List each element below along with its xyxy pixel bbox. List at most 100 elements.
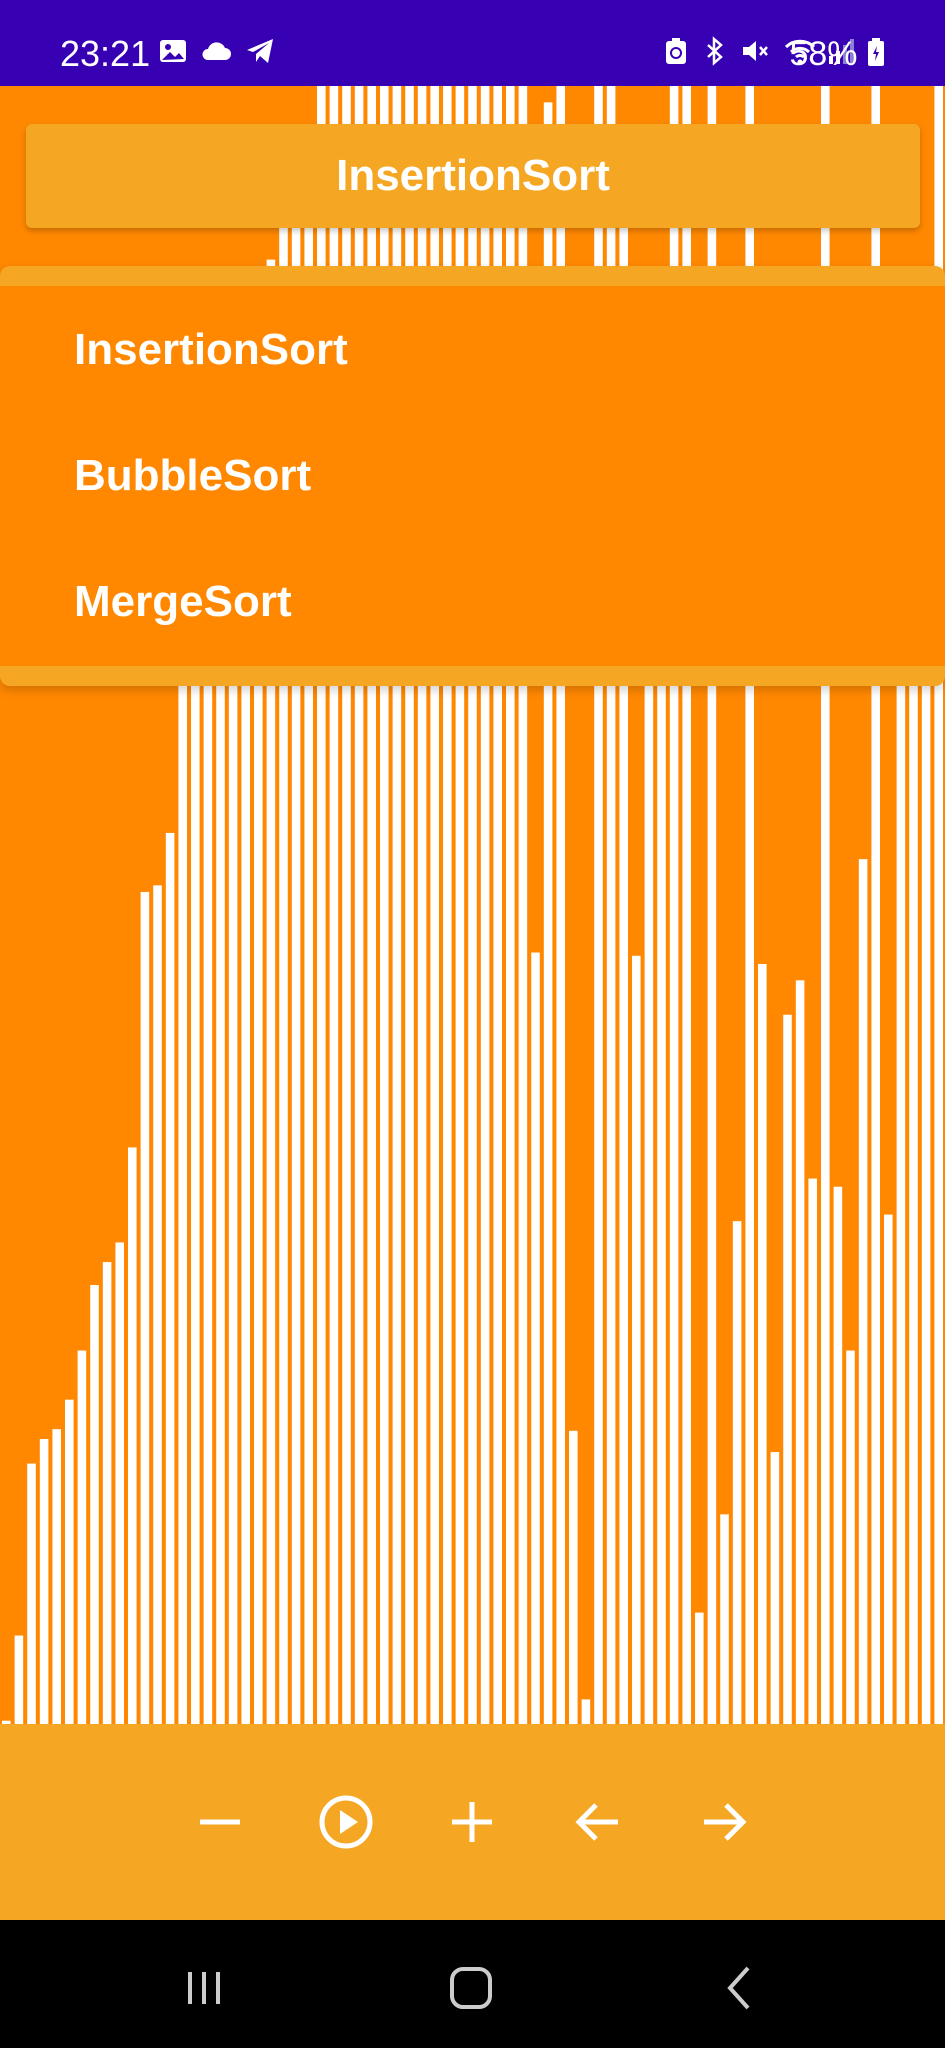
recents-icon — [180, 1972, 236, 2020]
wifi-icon — [783, 36, 817, 71]
sort-bar-19 — [241, 357, 250, 1724]
sort-bar-6 — [77, 1350, 87, 1724]
sort-bar-10 — [128, 1147, 137, 1724]
sort-bar-72 — [909, 654, 918, 1724]
sort-bar-31 — [392, 86, 402, 1724]
play-button[interactable] — [312, 1788, 380, 1856]
dropdown-item-insertionsort[interactable]: InsertionSort — [74, 325, 348, 374]
arrow-left-icon — [564, 1788, 632, 1856]
controls-bar — [0, 1724, 945, 1920]
sort-bar-21 — [266, 259, 276, 1724]
sort-bar-70 — [884, 1214, 893, 1724]
sort-bar-32 — [405, 86, 414, 1724]
sort-bar-51 — [644, 487, 654, 1724]
sort-bar-64 — [808, 1178, 817, 1724]
sort-bar-62 — [783, 1014, 792, 1724]
cloud-icon — [200, 38, 232, 69]
mute-icon — [740, 36, 770, 71]
sort-bar-43 — [543, 102, 553, 1724]
arrow-right-icon — [690, 1788, 758, 1856]
recents-button[interactable] — [180, 1960, 236, 2016]
gallery-icon — [158, 36, 188, 71]
sort-bar-16 — [203, 482, 213, 1724]
sort-bar-42 — [531, 952, 540, 1724]
sort-bar-39 — [493, 86, 502, 1724]
sort-bar-73 — [921, 636, 931, 1724]
sort-bar-67 — [846, 1350, 855, 1724]
step-forward-button[interactable] — [690, 1788, 758, 1856]
sort-bar-20 — [254, 298, 263, 1724]
sort-bar-8 — [102, 1262, 112, 1724]
play-icon — [312, 1788, 380, 1856]
sort-bar-9 — [115, 1242, 124, 1724]
signal-icon — [827, 36, 855, 71]
sort-bar-65 — [821, 86, 830, 1724]
system-nav-bar — [0, 1920, 945, 2048]
battery-percent: 58% — [789, 35, 858, 73]
sort-bar-0 — [2, 1720, 11, 1724]
sort-bar-52 — [657, 610, 666, 1724]
sort-bar-7 — [90, 1285, 99, 1724]
sort-bar-37 — [468, 86, 477, 1724]
recycle-icon — [663, 36, 689, 71]
sort-bar-34 — [430, 86, 439, 1724]
sort-bar-49 — [619, 166, 628, 1724]
app-content: InsertionSort InsertionSort BubbleSort M… — [0, 86, 945, 1920]
sort-bar-26 — [329, 86, 339, 1724]
increase-speed-button[interactable] — [438, 1788, 506, 1856]
plus-icon — [438, 1788, 506, 1856]
sort-bar-61 — [770, 1452, 780, 1724]
algorithm-select-button[interactable]: InsertionSort — [26, 124, 920, 228]
sort-bar-44 — [556, 86, 565, 1724]
decrease-speed-button[interactable] — [186, 1788, 254, 1856]
sort-bar-33 — [417, 86, 427, 1724]
dropdown-item-mergesort[interactable]: MergeSort — [74, 577, 292, 626]
sort-bar-40 — [506, 86, 515, 1724]
minus-icon — [186, 1788, 254, 1856]
status-right-icons — [663, 36, 855, 71]
sort-bar-2 — [27, 1463, 36, 1724]
status-bar: 23:21 58% — [0, 0, 945, 86]
sort-bar-3 — [39, 1438, 49, 1724]
sort-bar-50 — [632, 955, 641, 1724]
sort-bar-54 — [682, 86, 691, 1724]
status-time: 23:21 — [60, 33, 151, 74]
sort-bar-41 — [518, 86, 528, 1724]
sort-bar-46 — [581, 1699, 591, 1724]
sort-bar-15 — [191, 554, 200, 1724]
sort-bar-28 — [354, 86, 364, 1724]
sort-bar-60 — [758, 963, 767, 1724]
sort-bar-59 — [745, 86, 754, 1724]
sort-bar-47 — [594, 86, 603, 1724]
sort-bar-27 — [342, 86, 351, 1724]
sort-bar-22 — [279, 190, 288, 1724]
sort-bar-55 — [695, 1612, 704, 1724]
back-icon — [712, 1966, 768, 2020]
sort-bar-24 — [304, 135, 313, 1724]
sort-bar-53 — [669, 86, 679, 1724]
sort-bar-25 — [317, 86, 326, 1724]
sort-bars-chart — [2, 86, 943, 1724]
sort-bar-69 — [871, 86, 880, 1724]
sort-bar-36 — [455, 86, 465, 1724]
sort-bar-35 — [443, 86, 452, 1724]
step-back-button[interactable] — [564, 1788, 632, 1856]
sort-bar-74 — [934, 86, 943, 1724]
sort-bar-57 — [720, 1514, 729, 1724]
sort-bar-56 — [707, 86, 717, 1724]
sort-bar-17 — [216, 469, 225, 1724]
sort-bar-12 — [153, 885, 162, 1724]
sort-bar-48 — [606, 86, 616, 1724]
status-battery: 58% — [789, 34, 885, 76]
sort-bar-14 — [178, 618, 187, 1724]
sort-bar-18 — [228, 429, 238, 1724]
dropdown-item-bubblesort[interactable]: BubbleSort — [74, 451, 312, 500]
sort-bar-68 — [858, 859, 868, 1724]
sort-bar-5 — [65, 1399, 74, 1724]
sort-bar-58 — [732, 1221, 742, 1724]
home-button[interactable] — [444, 1960, 500, 2016]
sort-bar-30 — [380, 86, 389, 1724]
sort-bar-1 — [14, 1635, 24, 1724]
sort-bar-71 — [896, 544, 906, 1724]
back-button[interactable] — [712, 1960, 768, 2016]
